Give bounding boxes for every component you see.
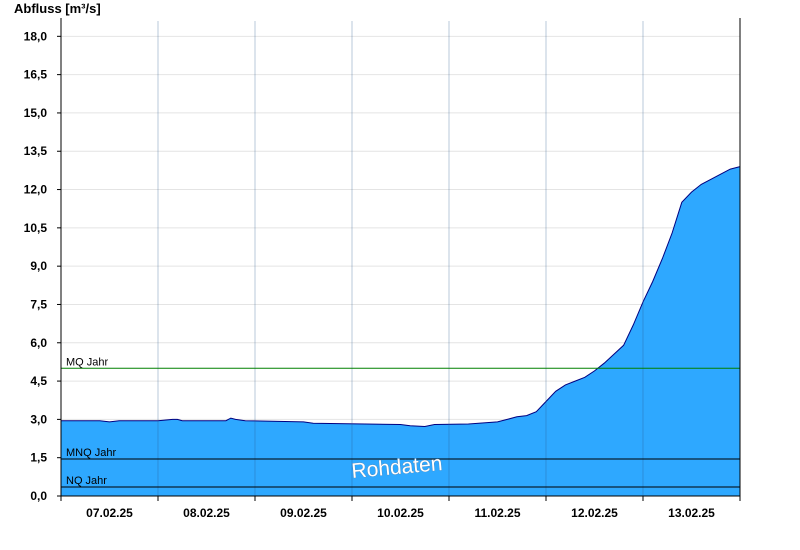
y-tick-label-2: 3,0 (30, 412, 47, 426)
y-tick-label-0: 0,0 (30, 489, 47, 503)
y-tick-label-12: 18,0 (24, 29, 48, 43)
y-tick-label-10: 15,0 (24, 106, 48, 120)
x-tick-label-3: 10.02.25 (377, 506, 424, 520)
discharge-area (61, 166, 740, 496)
y-tick-label-5: 7,5 (30, 297, 47, 311)
x-tick-labels: 07.02.25 08.02.25 09.02.25 10.02.25 11.02.25… (60, 496, 741, 520)
x-tick-label-5: 12.02.25 (571, 506, 618, 520)
axes (60, 18, 741, 497)
day-gridlines (157, 21, 644, 496)
y-tick-label-4: 6,0 (30, 336, 47, 350)
y-tick-label-11: 16,5 (24, 68, 48, 82)
x-tick-label-6: 13.02.25 (668, 506, 715, 520)
y-tick-label-3: 4,5 (30, 374, 47, 388)
reference-label-2: NQ Jahr (66, 475, 107, 487)
y-tick-label-9: 13,5 (24, 144, 48, 158)
y-tick-label-1: 1,5 (30, 451, 47, 465)
reference-label-0: MQ Jahr (66, 356, 109, 368)
x-tick-label-1: 08.02.25 (183, 506, 230, 520)
y-tick-label-6: 9,0 (30, 259, 47, 273)
x-tick-label-0: 07.02.25 (86, 506, 133, 520)
x-tick-label-2: 09.02.25 (280, 506, 327, 520)
y-tick-label-8: 12,0 (24, 183, 48, 197)
discharge-line (61, 166, 741, 428)
reference-label-1: MNQ Jahr (66, 447, 116, 459)
y-tick-label-7: 10,5 (24, 221, 48, 235)
y-tick-labels: 0,0 1,5 3,0 4,5 6,0 7,5 9,0 10,5 12,0 13,5 15,0 16,… (24, 29, 61, 503)
data-area (61, 166, 741, 496)
x-tick-label-4: 11.02.25 (474, 506, 520, 520)
reference-lines: MQ Jahr MNQ Jahr NQ Jahr (61, 356, 740, 488)
y-axis-title: Abfluss [m³/s] (14, 1, 101, 16)
